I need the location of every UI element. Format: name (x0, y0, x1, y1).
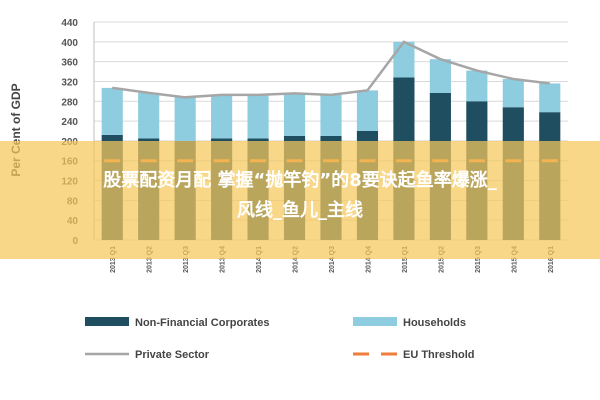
bar (320, 94, 342, 136)
bar (211, 94, 233, 139)
bar (174, 97, 196, 141)
x-tick-label: 2014 Q2 (293, 246, 300, 273)
legend-label: Non-Financial Corporates (135, 317, 269, 329)
series-line (112, 40, 550, 99)
legend-label: Households (403, 317, 466, 329)
x-tick-label: 2015 Q2 (438, 246, 445, 273)
x-tick-label: 2013 Q4 (220, 246, 227, 273)
bar (138, 92, 160, 139)
bar (247, 94, 269, 139)
y-tick-label: 440 (61, 18, 78, 29)
bar (283, 93, 306, 136)
legend-label: Private Sector (135, 349, 210, 361)
legend: Non-Financial Corporates Households Privat… (85, 317, 475, 361)
bar (539, 83, 561, 113)
x-tick-label: 2016 Q1 (548, 246, 555, 273)
x-tick-label: 2013 Q2 (147, 246, 154, 273)
promo-banner-text[interactable]: 股票配资月配 掌握“抛竿钓”的8要诀起鱼率爆涨_ 风线_鱼儿_主线 (8, 166, 592, 226)
x-axis-ticks: 2013 Q1 2013 Q2 2013 Q3 2013 Q4 2014 Q1 2014 … (110, 246, 555, 273)
legend-label: EU Threshold (403, 349, 475, 361)
promo-line-2[interactable]: 风线_鱼儿_主线 (237, 200, 363, 221)
bar (466, 70, 488, 102)
x-tick-label: 2013 Q3 (183, 246, 190, 273)
x-tick-label: 2014 Q3 (329, 246, 336, 273)
x-tick-label: 2015 Q3 (475, 246, 482, 273)
y-tick-label: 320 (61, 77, 78, 88)
y-tick-label: 360 (61, 58, 78, 69)
y-tick-label: 240 (61, 117, 78, 128)
x-tick-label: 2015 Q4 (511, 246, 518, 273)
bar (502, 78, 524, 108)
x-tick-label: 2014 Q4 (365, 246, 372, 273)
bar (101, 87, 123, 135)
bar (356, 90, 379, 131)
y-tick-label: 280 (61, 97, 78, 108)
legend-swatch (85, 317, 129, 326)
promo-line-1[interactable]: 股票配资月配 掌握“抛竿钓”的8要诀起鱼率爆涨_ (103, 170, 497, 191)
bar (429, 59, 451, 93)
x-tick-label: 2015 Q1 (402, 246, 409, 273)
legend-swatch (353, 317, 397, 326)
x-tick-label: 2014 Q1 (256, 246, 263, 273)
bar (393, 41, 415, 78)
promo-banner[interactable] (0, 141, 600, 259)
x-tick-label: 2013 Q1 (110, 246, 117, 273)
y-tick-label: 400 (61, 38, 78, 49)
